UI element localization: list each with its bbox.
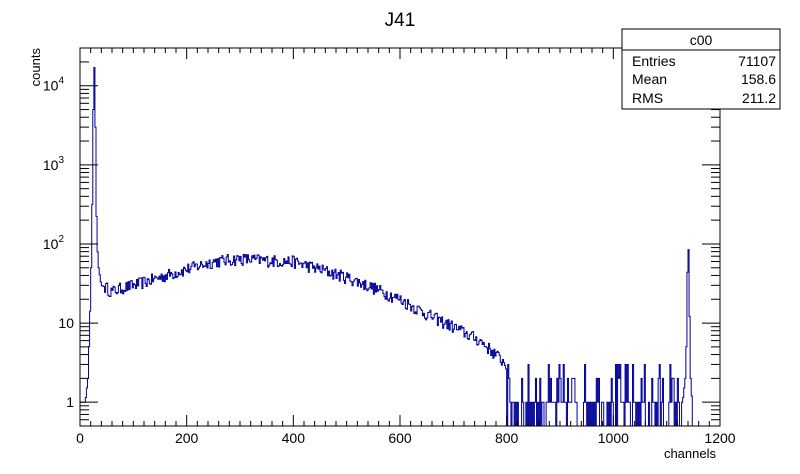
y-tick-label: 103 (43, 155, 65, 173)
histogram-series (80, 67, 695, 427)
x-tick-label: 400 (282, 430, 306, 446)
y-tick-label: 104 (43, 76, 65, 94)
x-tick-label: 200 (175, 430, 199, 446)
stats-entries-label: Entries (632, 53, 676, 69)
stats-box-frame (621, 28, 781, 110)
y-tick-label: 10 (58, 315, 74, 331)
stats-box: c00 Entries 71107 Mean 158.6 RMS 211.2 (621, 28, 781, 110)
x-tick-label: 1200 (704, 430, 735, 446)
stats-rms-value: 211.2 (742, 90, 776, 106)
histogram-line (80, 67, 695, 427)
x-tick-label: 600 (388, 430, 412, 446)
y-tick-label: 1 (66, 394, 74, 410)
stats-mean-label: Mean (632, 71, 667, 87)
y-tick-label: 102 (43, 234, 65, 252)
stats-mean-value: 158.6 (741, 71, 776, 87)
stats-entries-value: 71107 (738, 53, 776, 69)
x-tick-label: 0 (76, 430, 84, 446)
x-tick-label: 800 (495, 430, 519, 446)
chart-title: J41 (385, 10, 416, 31)
y-axis: 1 10 102 103 104 (43, 47, 720, 427)
x-tick-label: 1000 (598, 430, 629, 446)
x-axis-label: channels (664, 446, 717, 461)
stats-box-title: c00 (690, 32, 713, 48)
stats-rms-label: RMS (632, 90, 663, 106)
y-axis-label: counts (28, 48, 43, 87)
